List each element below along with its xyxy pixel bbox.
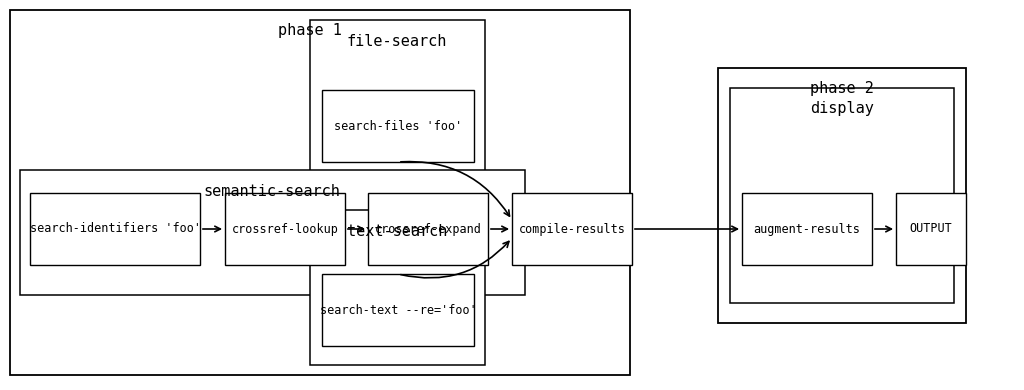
Bar	[730, 88, 954, 303]
Bar	[322, 90, 474, 162]
Text: crossref-lookup: crossref-lookup	[231, 223, 339, 236]
Bar	[20, 170, 525, 295]
Text: file-search: file-search	[347, 34, 447, 48]
Text: semantic-search: semantic-search	[204, 184, 340, 199]
Text: phase 2: phase 2	[810, 82, 873, 96]
Text: augment-results: augment-results	[754, 223, 860, 236]
Bar	[10, 10, 630, 375]
Bar	[718, 68, 966, 323]
Text: search-identifiers 'foo': search-identifiers 'foo'	[30, 223, 201, 236]
Text: OUTPUT: OUTPUT	[909, 223, 952, 236]
Bar	[310, 20, 485, 180]
Text: crossref-expand: crossref-expand	[375, 223, 481, 236]
Text: search-files 'foo': search-files 'foo'	[334, 119, 462, 133]
Bar	[30, 193, 200, 265]
Bar	[225, 193, 345, 265]
Bar	[368, 193, 488, 265]
Text: search-text --re='foo': search-text --re='foo'	[319, 303, 476, 317]
Bar	[896, 193, 966, 265]
Bar	[512, 193, 632, 265]
Bar	[742, 193, 872, 265]
Text: phase 1: phase 1	[279, 23, 342, 39]
Bar	[322, 274, 474, 346]
Bar	[310, 210, 485, 365]
Text: compile-results: compile-results	[518, 223, 626, 236]
Text: text-search: text-search	[347, 223, 447, 239]
Text: display: display	[810, 101, 873, 117]
